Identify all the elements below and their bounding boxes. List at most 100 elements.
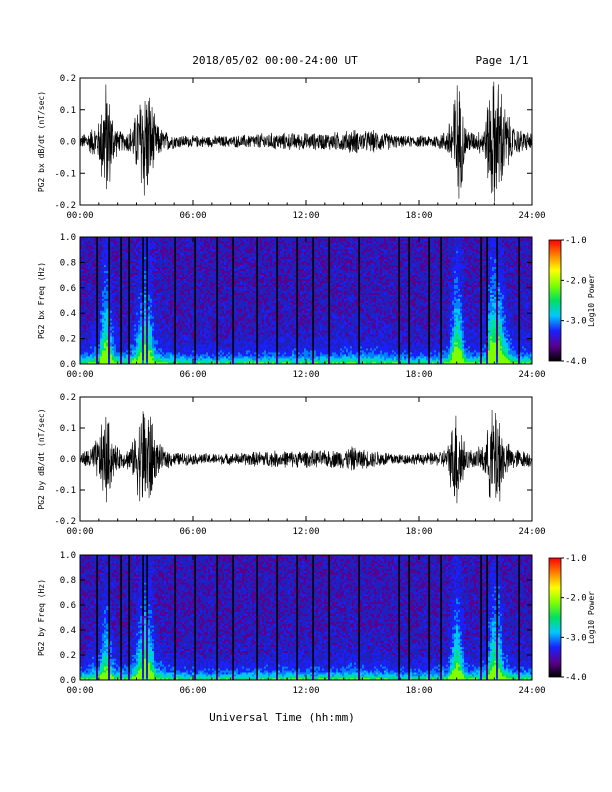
heatmap-cell	[94, 246, 97, 250]
heatmap-cell	[144, 274, 147, 277]
heatmap-cell	[116, 308, 119, 311]
heatmap-cell	[238, 280, 241, 283]
heatmap-cell	[152, 268, 155, 272]
heatmap-cell	[112, 280, 115, 283]
heatmap-cell	[86, 316, 89, 319]
heatmap-cell	[106, 300, 109, 303]
heatmap-cell	[196, 298, 199, 301]
heatmap-cell	[198, 314, 201, 317]
heatmap-cell	[140, 330, 143, 333]
heatmap-cell	[204, 344, 207, 347]
heatmap-cell	[162, 348, 165, 351]
heatmap-cell	[168, 238, 171, 242]
heatmap-cell	[172, 304, 175, 307]
heatmap-cell	[176, 360, 179, 363]
heatmap-cell	[100, 354, 103, 357]
heatmap-cell	[162, 238, 165, 242]
heatmap-cell	[182, 290, 185, 293]
heatmap-cell	[206, 284, 209, 287]
heatmap-cell	[200, 244, 203, 248]
heatmap-cell	[166, 244, 169, 248]
heatmap-cell	[84, 286, 87, 289]
heatmap-cell	[158, 266, 161, 270]
heatmap-cell	[200, 286, 203, 289]
heatmap-cell	[94, 310, 97, 313]
heatmap-cell	[98, 286, 101, 289]
heatmap-cell	[110, 284, 113, 287]
heatmap-cell	[236, 334, 239, 337]
heatmap-cell	[242, 340, 245, 343]
heatmap-cell	[236, 288, 239, 291]
heatmap-cell	[210, 240, 213, 244]
heatmap-cell	[94, 238, 97, 242]
heatmap-cell	[140, 336, 143, 339]
heatmap-cell	[206, 298, 209, 301]
heatmap-cell	[222, 237, 225, 240]
heatmap-cell	[160, 264, 163, 268]
heatmap-cell	[150, 262, 153, 266]
heatmap-cell	[176, 270, 179, 274]
heatmap-cell	[226, 260, 229, 264]
heatmap-cell	[178, 324, 181, 327]
heatmap-cell	[238, 340, 241, 343]
heatmap-cell	[202, 298, 205, 301]
heatmap-cell	[160, 262, 163, 266]
heatmap-cell	[158, 334, 161, 337]
heatmap-cell	[192, 342, 195, 345]
heatmap-cell	[136, 278, 139, 281]
heatmap-cell	[234, 262, 237, 266]
heatmap-cell	[160, 354, 163, 357]
heatmap-cell	[90, 278, 93, 281]
heatmap-cell	[198, 326, 201, 329]
heatmap-cell	[110, 332, 113, 335]
heatmap-cell	[188, 258, 191, 262]
heatmap-cell	[92, 308, 95, 311]
heatmap-cell	[220, 316, 223, 319]
heatmap-cell	[200, 302, 203, 305]
heatmap-cell	[182, 358, 185, 361]
heatmap-cell	[238, 354, 241, 357]
heatmap-cell	[218, 294, 221, 297]
heatmap-cell	[180, 350, 183, 353]
heatmap-cell	[206, 237, 209, 240]
heatmap-cell	[114, 290, 117, 293]
heatmap-cell	[162, 256, 165, 260]
heatmap-cell	[124, 246, 127, 250]
heatmap-cell	[200, 318, 203, 321]
heatmap-cell	[118, 300, 121, 303]
heatmap-cell	[116, 244, 119, 248]
heatmap-cell	[242, 362, 245, 365]
heatmap-cell	[212, 272, 215, 275]
heatmap-cell	[240, 340, 243, 343]
heatmap-cell	[236, 308, 239, 311]
heatmap-cell	[140, 260, 143, 264]
heatmap-cell	[148, 262, 151, 266]
heatmap-cell	[182, 284, 185, 287]
heatmap-cell	[104, 296, 107, 299]
heatmap-cell	[94, 344, 97, 347]
heatmap-cell	[82, 266, 85, 270]
heatmap-cell	[116, 316, 119, 319]
heatmap-cell	[212, 282, 215, 285]
heatmap-cell	[244, 322, 247, 325]
heatmap-cell	[172, 336, 175, 339]
heatmap-cell	[140, 360, 143, 363]
heatmap-cell	[196, 292, 199, 295]
heatmap-cell	[136, 300, 139, 303]
heatmap-cell	[88, 336, 91, 339]
heatmap-cell	[164, 332, 167, 335]
heatmap-cell	[176, 286, 179, 289]
heatmap-cell	[178, 290, 181, 293]
heatmap-cell	[176, 266, 179, 270]
heatmap-cell	[138, 346, 141, 349]
heatmap-cell	[208, 284, 211, 287]
heatmap-cell	[246, 260, 249, 264]
heatmap-cell	[178, 258, 181, 262]
heatmap-cell	[230, 322, 233, 325]
heatmap-cell	[112, 348, 115, 351]
heatmap-cell	[224, 326, 227, 329]
heatmap-cell	[188, 292, 191, 295]
heatmap-cell	[212, 274, 215, 277]
heatmap-cell	[228, 294, 231, 297]
heatmap-cell	[200, 246, 203, 250]
